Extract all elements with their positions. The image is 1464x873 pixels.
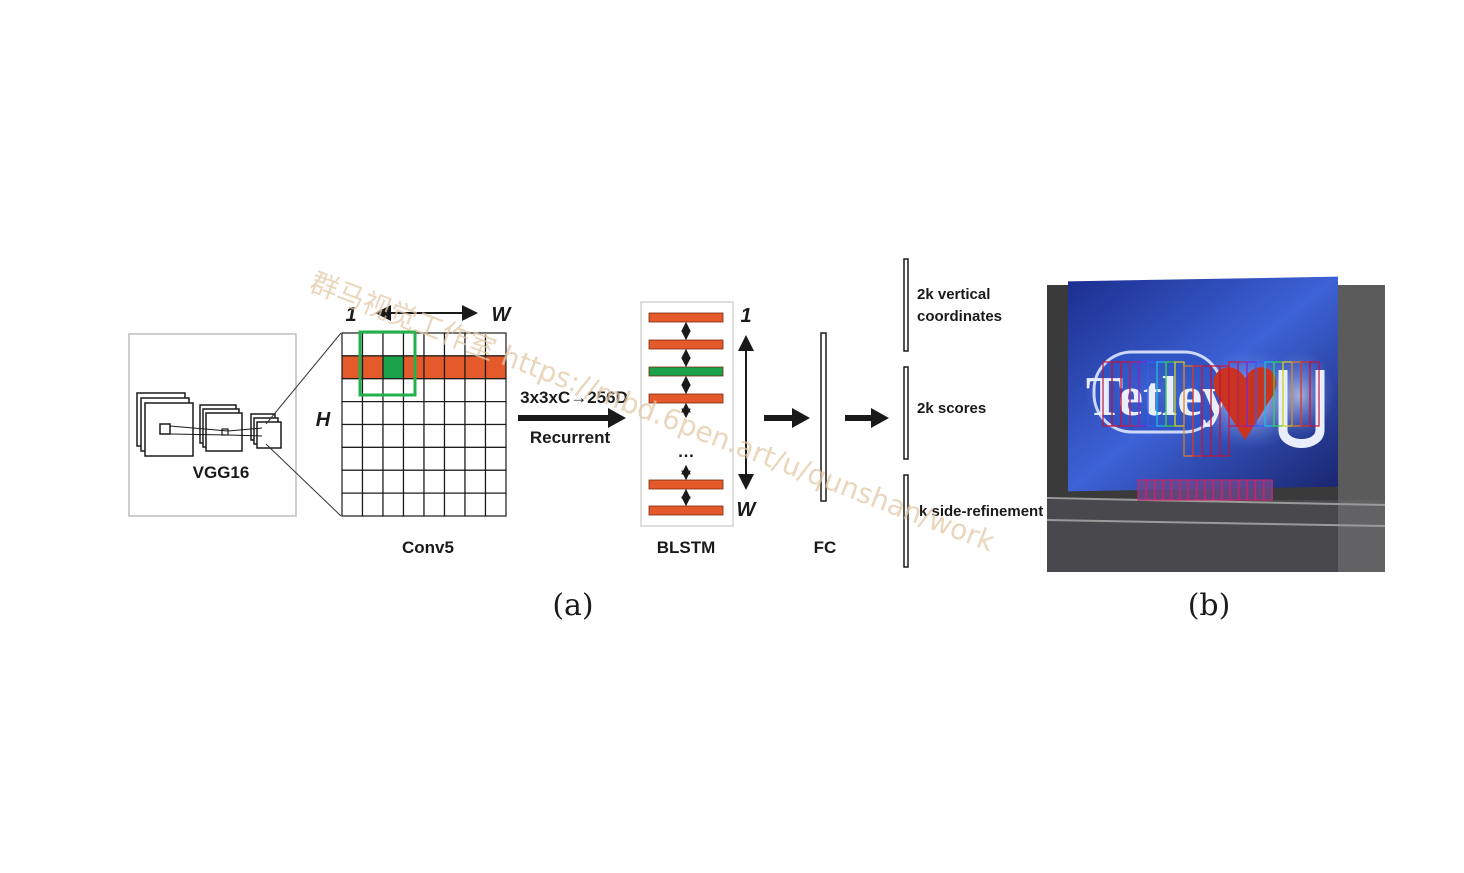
conv5-cell [402, 423, 425, 448]
conv5-cell [484, 401, 507, 426]
conv5-cell [361, 378, 384, 403]
conv5-cell [464, 446, 487, 471]
conv5-width-end-label: W [492, 304, 513, 326]
conv5-cell [423, 469, 446, 494]
conv5-cell [361, 332, 384, 357]
conv5-width-start-label: 1 [345, 304, 356, 326]
lstm-bar [648, 339, 724, 350]
lstm-bars [648, 312, 724, 516]
conv5-cell [423, 492, 446, 517]
conv5-cell [361, 446, 384, 471]
recurrent-arrow-head [608, 408, 626, 428]
conv5-cell [341, 446, 364, 471]
conv5-cell [423, 423, 446, 448]
conv5-cell [361, 492, 384, 517]
conv5-cell [382, 492, 405, 517]
conv5-cell [484, 469, 507, 494]
conv5-cell [382, 355, 405, 380]
conv5-cell [382, 332, 405, 357]
lstm-bar [648, 312, 724, 323]
output-bar-side-refinement [903, 474, 909, 568]
conv-op-label: 3x3xC→256D [520, 388, 628, 407]
conv5-cell [341, 423, 364, 448]
conv5-cell [382, 378, 405, 403]
output-bar-vertical-coords [903, 258, 909, 352]
conv5-cell [361, 355, 384, 380]
conv5-cell [443, 401, 466, 426]
output-bar-scores [903, 366, 909, 460]
recurrent-label: Recurrent [530, 428, 611, 447]
conv5-cell [361, 423, 384, 448]
vgg16-block: VGG16 [128, 333, 297, 517]
text-proposals-small [1137, 479, 1273, 501]
conv5-cell [361, 469, 384, 494]
conv5-cell [443, 469, 466, 494]
conv5-cell [464, 423, 487, 448]
text-proposals [1102, 361, 1320, 457]
conv5-label: Conv5 [402, 538, 454, 557]
photo-text: Tetley [1086, 366, 1230, 428]
conv5-cell [402, 469, 425, 494]
conv5-cell [484, 446, 507, 471]
blstm-ellipsis: … [678, 442, 695, 461]
output-scores-label: 2k scores [917, 400, 986, 417]
conv5-cell [423, 355, 446, 380]
conv5-cell [402, 401, 425, 426]
conv5-cell [382, 401, 405, 426]
blstm-block: … [640, 301, 734, 527]
blstm-top-label: 1 [740, 305, 751, 327]
caption-a: (a) [552, 588, 593, 623]
conv5-height-label: H [316, 409, 331, 431]
caption-b: (b) [1188, 588, 1231, 623]
lstm-bar [648, 505, 724, 516]
conv5-cell [464, 492, 487, 517]
conv5-cell [443, 492, 466, 517]
conv5-cell [382, 446, 405, 471]
conv5-cell [484, 378, 507, 403]
conv5-cell [423, 378, 446, 403]
conv5-cell [464, 378, 487, 403]
fc-label: FC [814, 538, 837, 557]
conv5-cell [443, 446, 466, 471]
blstm-bottom-label: W [737, 499, 758, 521]
conv5-cell [484, 492, 507, 517]
output-side-refinement-label: k side-refinement [919, 503, 1043, 520]
conv5-cell [341, 492, 364, 517]
example-photo: Tetley [1046, 276, 1386, 572]
conv5-cell [402, 446, 425, 471]
projection-line-bottom [265, 443, 342, 517]
conv5-cell [464, 401, 487, 426]
proposal-box [1309, 361, 1320, 427]
conv5-cell [423, 401, 446, 426]
conv5-cell [402, 492, 425, 517]
sliding-window-box [358, 330, 417, 397]
vgg16-label: VGG16 [193, 463, 250, 482]
projection-line-top [265, 332, 342, 425]
conv5-cell [423, 446, 446, 471]
lstm-bar [648, 479, 724, 490]
feature-map-stack-small [250, 413, 282, 449]
conv5-cell [443, 355, 466, 380]
lstm-bar-highlight [648, 366, 724, 377]
fc-layer-bar [820, 332, 827, 502]
arrow-to-fc-head [792, 408, 810, 428]
conv5-cell [443, 423, 466, 448]
conv5-cell [464, 469, 487, 494]
output-vertical-label-2: coordinates [917, 308, 1002, 325]
feature-map-stack-medium [199, 404, 243, 452]
conv5-cell [341, 469, 364, 494]
conv5-cell [361, 401, 384, 426]
conv5-cell [382, 469, 405, 494]
proposal-box-small [1263, 479, 1273, 501]
conv5-cell [443, 378, 466, 403]
output-vertical-label-1: 2k vertical [917, 286, 990, 303]
conv5-cell [341, 401, 364, 426]
arrow-to-outputs-head [871, 408, 889, 428]
conv5-cell [484, 423, 507, 448]
conv5-cell [382, 423, 405, 448]
blstm-label: BLSTM [657, 538, 716, 557]
